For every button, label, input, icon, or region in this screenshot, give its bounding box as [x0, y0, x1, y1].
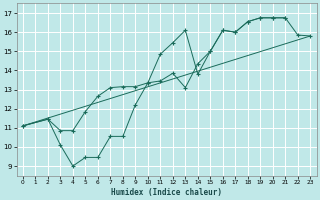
X-axis label: Humidex (Indice chaleur): Humidex (Indice chaleur) [111, 188, 222, 197]
